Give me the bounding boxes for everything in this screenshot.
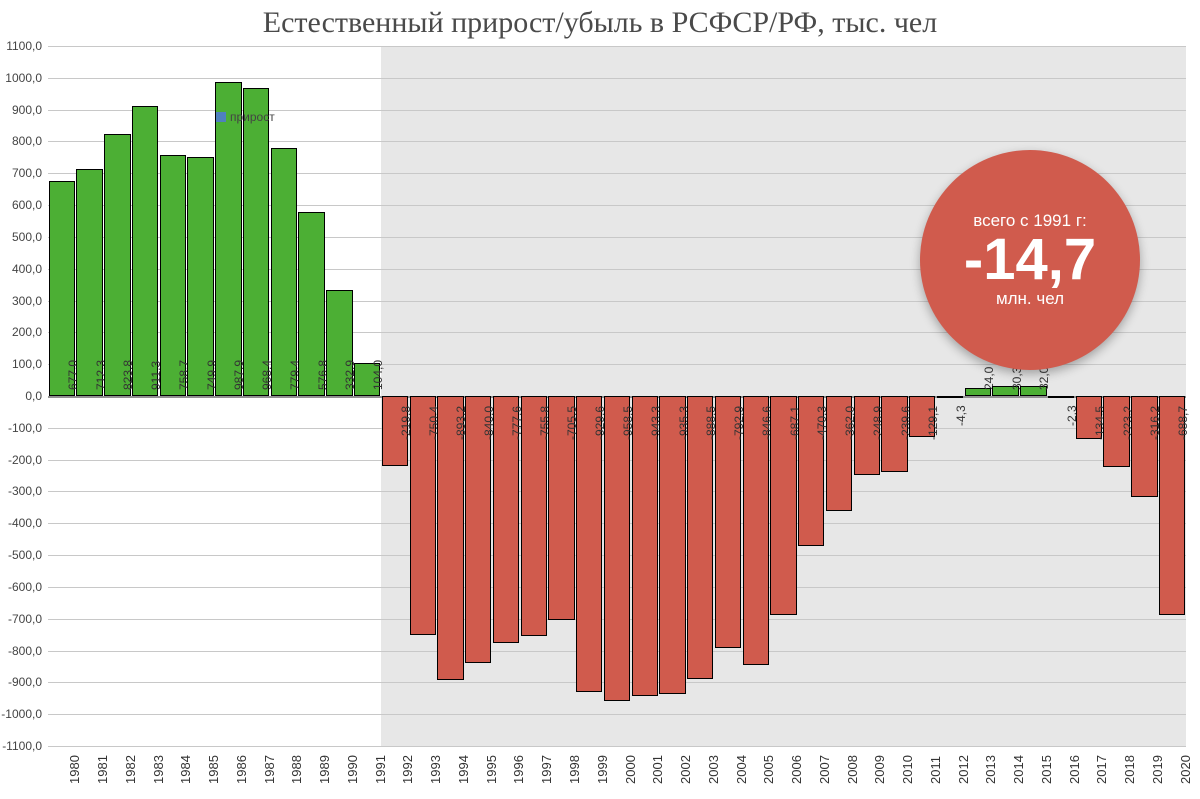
x-axis-label: 1985 [206, 755, 221, 784]
bar-value-label: 104,0 [371, 360, 385, 390]
x-axis-label: 2003 [706, 755, 721, 784]
x-axis-label: 1995 [484, 755, 499, 784]
ytick-label: 600,0 [12, 198, 42, 212]
x-axis-label: 2010 [900, 755, 915, 784]
ytick-label: -400,0 [8, 516, 42, 530]
x-axis-label: 2008 [845, 755, 860, 784]
x-axis-label: 2013 [983, 755, 998, 784]
x-axis-label: 2012 [956, 755, 971, 784]
chart-title: Естественный прирост/убыль в РСФСР/РФ, т… [0, 6, 1200, 40]
ytick-label: -900,0 [8, 675, 42, 689]
ytick-label: -1100,0 [2, 739, 42, 753]
x-axis-label: 1981 [95, 755, 110, 784]
ytick-label: 500,0 [12, 230, 42, 244]
ytick-label: -1000,0 [1, 707, 42, 721]
x-axis-label: 2009 [872, 755, 887, 784]
bar-value-label: -129,1 [926, 406, 940, 440]
x-axis-label: 2001 [650, 755, 665, 784]
x-axis-label: 1990 [345, 755, 360, 784]
bar [132, 106, 158, 396]
x-axis-label: 1999 [595, 755, 610, 784]
x-axis-label: 2000 [623, 755, 638, 784]
ytick-label: -300,0 [8, 484, 42, 498]
ytick-label: 1100,0 [6, 39, 42, 53]
x-axis-label: 2007 [817, 755, 832, 784]
x-axis-label: 2019 [1150, 755, 1165, 784]
x-axis-label: 1997 [539, 755, 554, 784]
ytick-label: 300,0 [12, 294, 42, 308]
x-axis-label: 1993 [428, 755, 443, 784]
summary-badge: всего с 1991 г: -14,7 млн. чел [920, 150, 1140, 370]
x-axis-label: 1996 [511, 755, 526, 784]
bar-value-label: -4,3 [954, 406, 968, 427]
x-axis-label: 1989 [317, 755, 332, 784]
bar [937, 396, 963, 398]
x-axis-label: 2006 [789, 755, 804, 784]
ytick-label: -500,0 [8, 548, 42, 562]
x-axis-label: 1988 [289, 755, 304, 784]
x-axis-label: 2015 [1039, 755, 1054, 784]
bar-value-label: -688,7 [1176, 406, 1190, 440]
x-axis-label: 1998 [567, 755, 582, 784]
x-axis-label: 2002 [678, 755, 693, 784]
x-axis-label: 1991 [373, 755, 388, 784]
x-axis-label: 1987 [262, 755, 277, 784]
bar [604, 396, 630, 701]
bar [576, 396, 602, 692]
ytick-label: 400,0 [12, 262, 42, 276]
x-axis-label: 2004 [734, 755, 749, 784]
ytick-label: -700,0 [8, 612, 42, 626]
bar [659, 396, 685, 694]
bar-value-label: 32,0 [1037, 367, 1051, 390]
x-axis-label: 2016 [1067, 755, 1082, 784]
x-axis-label: 1984 [178, 755, 193, 784]
bar [104, 134, 130, 396]
bar [1048, 396, 1074, 398]
x-axis-label: 1986 [234, 755, 249, 784]
ytick-label: 200,0 [12, 325, 42, 339]
ytick-label: 700,0 [12, 166, 42, 180]
x-axis-label: 2017 [1094, 755, 1109, 784]
bar [271, 148, 297, 396]
ytick-label: 900,0 [12, 103, 42, 117]
x-axis-label: 1994 [456, 755, 471, 784]
x-axis-label: 2018 [1122, 755, 1137, 784]
ytick-label: -800,0 [8, 644, 42, 658]
badge-line2: -14,7 [964, 231, 1096, 289]
ytick-label: 800,0 [12, 134, 42, 148]
x-axis-label: 2011 [928, 756, 943, 784]
x-axis-label: 1982 [123, 755, 138, 784]
ytick-label: -600,0 [8, 580, 42, 594]
ytick-label: -100,0 [8, 421, 42, 435]
x-axis-label: 1992 [400, 755, 415, 784]
badge-line3: млн. чел [996, 289, 1064, 309]
ytick-label: 1000,0 [5, 71, 42, 85]
ytick-label: 0,0 [25, 389, 42, 403]
x-axis-label: 2014 [1011, 755, 1026, 784]
x-axis-label: 2005 [761, 755, 776, 784]
x-axis-label: 1980 [67, 755, 82, 784]
ytick-label: 100,0 [12, 357, 42, 371]
x-axis-label: 1983 [151, 755, 166, 784]
bar [243, 88, 269, 396]
bar [632, 396, 658, 696]
bar [215, 82, 241, 396]
x-axis-label: 2020 [1178, 755, 1193, 784]
ytick-label: -200,0 [8, 453, 42, 467]
